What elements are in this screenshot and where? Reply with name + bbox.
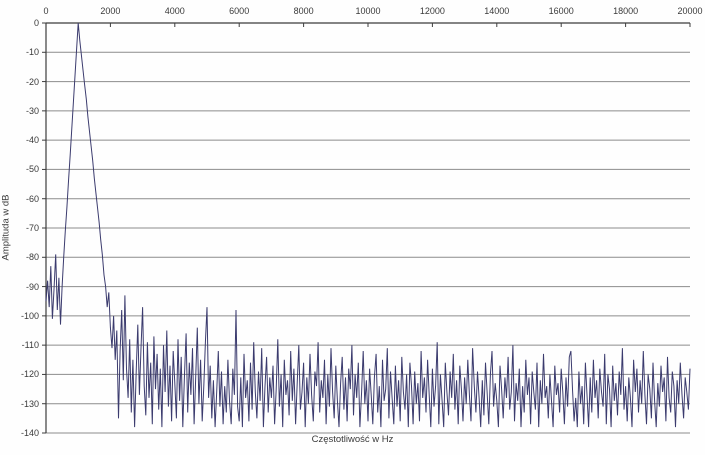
x-tick-label: 14000 — [484, 6, 510, 16]
x-tick-label: 10000 — [355, 6, 381, 16]
y-tick-label: -130 — [20, 398, 39, 409]
x-tick-label: 16000 — [548, 6, 574, 16]
y-tick-label: -100 — [20, 310, 39, 321]
y-tick-label: -60 — [25, 193, 39, 204]
y-tick-label: -20 — [25, 76, 39, 87]
x-axis-title: Częstotliwość w Hz — [311, 434, 394, 445]
x-tick-label: 20000 — [677, 6, 703, 16]
spectrum-trace — [45, 22, 691, 428]
y-tick-label: -80 — [25, 252, 39, 263]
y-tick-label: -90 — [25, 281, 39, 292]
x-tick-label: 18000 — [613, 6, 639, 16]
y-tick-label: -120 — [20, 369, 39, 380]
y-tick-label: -10 — [25, 47, 39, 58]
y-tick-label: -140 — [20, 428, 39, 438]
y-tick-label: -110 — [21, 340, 39, 351]
x-tick-label: 2000 — [100, 6, 121, 16]
y-tick-label: -50 — [25, 164, 39, 175]
y-tick-label: -70 — [25, 223, 39, 233]
y-tick-label: -30 — [25, 105, 39, 116]
y-tick-label: 0 — [33, 18, 39, 28]
y-tick-label: -40 — [25, 135, 39, 146]
x-tick-label: 8000 — [293, 6, 314, 16]
x-tick-label: 6000 — [229, 6, 250, 16]
x-tick-label: 4000 — [164, 6, 185, 16]
x-tick-label: 0 — [43, 6, 49, 16]
x-tick-label: 12000 — [419, 6, 445, 16]
